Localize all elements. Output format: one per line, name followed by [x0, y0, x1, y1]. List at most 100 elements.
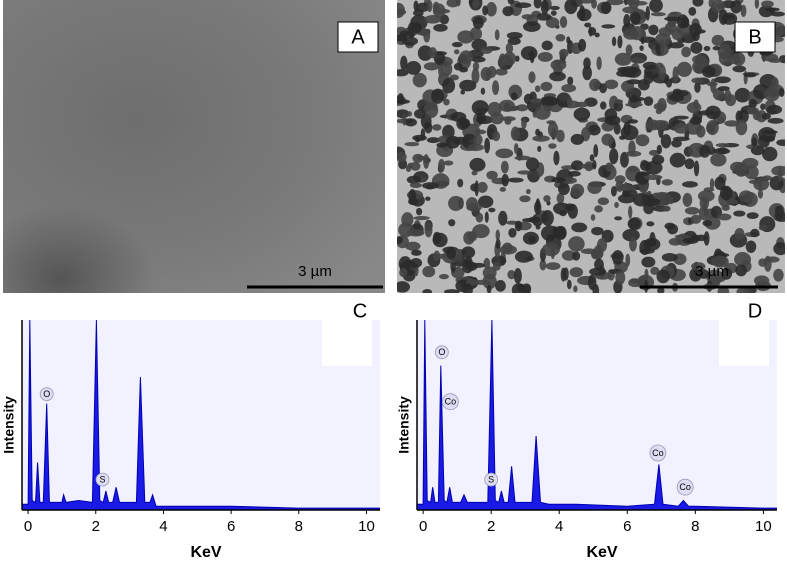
pore — [734, 227, 745, 240]
pore — [559, 48, 569, 58]
pore — [480, 66, 493, 82]
pore — [573, 285, 578, 293]
pore — [480, 46, 493, 54]
pore — [631, 57, 645, 64]
pore — [529, 98, 544, 104]
pore — [404, 118, 417, 127]
pore — [592, 160, 597, 170]
pore — [433, 250, 441, 262]
pore — [764, 7, 780, 12]
pore — [736, 287, 751, 293]
pore — [472, 16, 484, 30]
pore — [640, 36, 645, 45]
pore — [671, 139, 682, 148]
pore — [648, 149, 660, 156]
pore — [690, 41, 703, 54]
peak-label: Co — [652, 448, 664, 458]
pore — [553, 150, 560, 166]
pore — [668, 237, 683, 246]
pore — [423, 154, 430, 169]
pore — [713, 148, 731, 155]
plot-background — [22, 320, 380, 510]
label-box — [337, 21, 379, 53]
pore — [596, 56, 602, 70]
pore — [507, 270, 516, 280]
scale-text: 3 µm — [695, 263, 729, 280]
x-tick-label: 4 — [159, 518, 167, 535]
pore — [718, 9, 728, 25]
pore — [717, 86, 730, 92]
pore — [572, 251, 581, 261]
pore — [588, 26, 597, 36]
pore — [591, 0, 597, 9]
pore — [412, 134, 427, 141]
pore — [771, 77, 779, 89]
pore — [656, 144, 663, 155]
pore — [425, 196, 431, 201]
pore — [472, 224, 490, 239]
pore — [694, 81, 701, 93]
pore — [763, 255, 772, 272]
pore — [594, 205, 603, 213]
pore — [433, 8, 451, 14]
pore — [743, 72, 757, 78]
pore — [537, 52, 553, 62]
pore — [712, 88, 725, 101]
pore — [761, 0, 774, 8]
peak-label: O — [43, 389, 50, 399]
pore — [726, 55, 741, 65]
pore — [662, 205, 671, 212]
pore — [649, 0, 663, 13]
y-axis-label: Intensity — [396, 396, 412, 454]
pore — [628, 205, 633, 219]
pore — [446, 0, 460, 8]
x-tick-label: 6 — [227, 518, 235, 535]
pore — [514, 2, 532, 9]
pore — [566, 279, 572, 290]
pore — [645, 5, 650, 21]
pore — [559, 16, 568, 29]
pore — [622, 228, 640, 242]
pore — [740, 4, 747, 17]
pore — [426, 0, 433, 13]
pore — [623, 14, 631, 28]
x-tick-label: 8 — [691, 518, 699, 535]
pore — [587, 274, 597, 291]
pore — [506, 31, 523, 40]
pore — [535, 128, 541, 136]
pore — [724, 120, 740, 127]
pore — [613, 99, 624, 104]
pore — [711, 255, 729, 268]
pore — [510, 92, 518, 101]
pore — [667, 223, 679, 235]
pore — [661, 253, 678, 262]
pore — [706, 120, 719, 136]
spectrum-panel: C 0 2 4 6 8 10 KeV Intensity O S — [1, 300, 380, 561]
pore — [457, 178, 464, 188]
pore — [681, 46, 692, 58]
pore — [656, 269, 670, 284]
pore — [653, 102, 667, 111]
pore — [593, 144, 599, 158]
pore — [543, 195, 551, 203]
pore — [541, 210, 554, 226]
pore — [635, 134, 650, 147]
pore — [471, 262, 486, 268]
pore — [533, 0, 542, 9]
pore — [448, 219, 456, 227]
pore — [405, 60, 422, 75]
pore — [641, 256, 656, 268]
pore — [625, 102, 643, 107]
pore — [640, 160, 652, 172]
pore — [513, 268, 522, 284]
pore — [591, 226, 604, 236]
pore — [669, 152, 686, 168]
x-tick-label: 10 — [358, 518, 375, 535]
pore — [492, 261, 501, 271]
pore — [750, 228, 760, 238]
pore — [467, 143, 484, 152]
pore — [573, 107, 591, 121]
pore — [417, 45, 433, 61]
pore — [469, 157, 486, 172]
